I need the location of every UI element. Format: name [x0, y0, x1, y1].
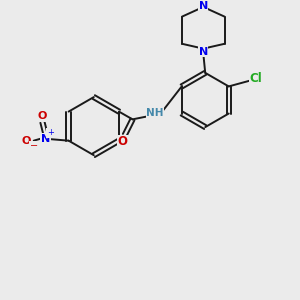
Text: −: − [30, 142, 38, 152]
Text: O: O [118, 135, 128, 148]
Text: N: N [199, 46, 208, 56]
Text: N: N [41, 134, 50, 144]
Text: NH: NH [146, 108, 164, 118]
Text: Cl: Cl [250, 72, 262, 85]
Text: N: N [199, 1, 208, 11]
Text: O: O [21, 136, 31, 146]
Text: O: O [38, 112, 47, 122]
Text: +: + [47, 128, 54, 137]
